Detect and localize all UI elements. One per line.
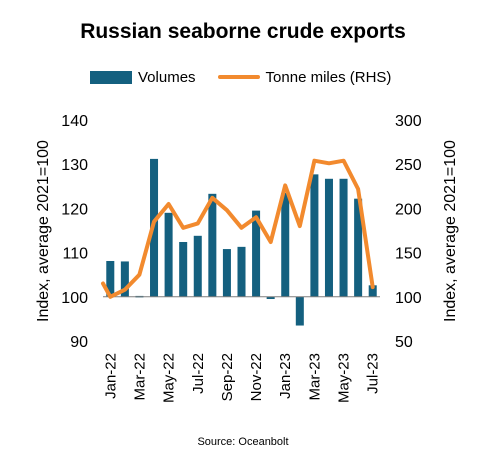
bar-volumes: [193, 235, 202, 297]
x-tick-label: Jul-23: [365, 353, 382, 394]
x-tick-label: Nov-22: [248, 353, 265, 401]
y-tick-label-right: 300: [395, 113, 422, 130]
x-tick-label: Jan-22: [102, 353, 119, 399]
y-tick-label-right: 50: [395, 334, 413, 351]
bar-volumes: [266, 296, 275, 300]
chart-title: Russian seaborne crude exports: [80, 20, 406, 43]
y-tick-label-left: 100: [61, 290, 88, 307]
x-tick-label: Mar-23: [306, 353, 323, 401]
bar-volumes: [208, 193, 217, 297]
legend-label-volumes: Volumes: [138, 68, 196, 86]
y-axis-title-right: Index, average 2021=100: [442, 140, 459, 322]
bar-volumes: [368, 285, 377, 297]
bar-volumes: [354, 198, 363, 297]
legend-swatch-bar: [90, 70, 132, 84]
source-note: Source: Oceanbolt: [197, 436, 289, 448]
y-tick-label-left: 120: [61, 201, 88, 218]
bar-volumes: [179, 241, 188, 297]
y-tick-label-left: 90: [70, 334, 88, 351]
y-tick-label-right: 100: [395, 290, 422, 307]
x-tick-label: Sep-22: [219, 353, 236, 401]
bar-volumes: [339, 178, 348, 297]
bar-volumes: [222, 249, 231, 297]
bar-volumes: [164, 212, 173, 297]
y-tick-label-left: 140: [61, 113, 88, 130]
bar-volumes: [252, 210, 261, 297]
y-tick-label-right: 200: [395, 201, 422, 218]
bar-volumes: [295, 296, 304, 326]
legend-item-tonne-miles: Tonne miles (RHS): [217, 68, 392, 86]
y-tick-label-left: 130: [61, 157, 88, 174]
x-tick-label: Mar-22: [131, 353, 148, 401]
bar-volumes: [310, 174, 319, 297]
x-tick-label: May-22: [161, 353, 178, 403]
y-tick-label-right: 150: [395, 246, 422, 263]
bar-volumes: [106, 260, 115, 297]
legend-label-tonne-miles: Tonne miles (RHS): [265, 68, 392, 86]
y-axis-title-left: Index, average 2021=100: [35, 140, 52, 322]
legend-item-volumes: Volumes: [90, 69, 196, 86]
y-tick-label-left: 110: [62, 246, 88, 263]
bar-volumes: [281, 192, 290, 297]
bar-volumes: [237, 246, 246, 297]
x-tick-label: Jan-23: [277, 353, 294, 399]
legend-swatch-line: [217, 75, 260, 79]
bar-volumes: [324, 178, 333, 297]
chart-legend: Volumes Tonne miles (RHS): [90, 65, 413, 89]
line-tonne-miles: [101, 158, 375, 299]
bar-volumes: [120, 261, 129, 297]
x-tick-label: Jul-22: [190, 353, 207, 394]
x-tick-label: May-23: [336, 353, 353, 403]
y-tick-label-right: 250: [395, 157, 422, 174]
